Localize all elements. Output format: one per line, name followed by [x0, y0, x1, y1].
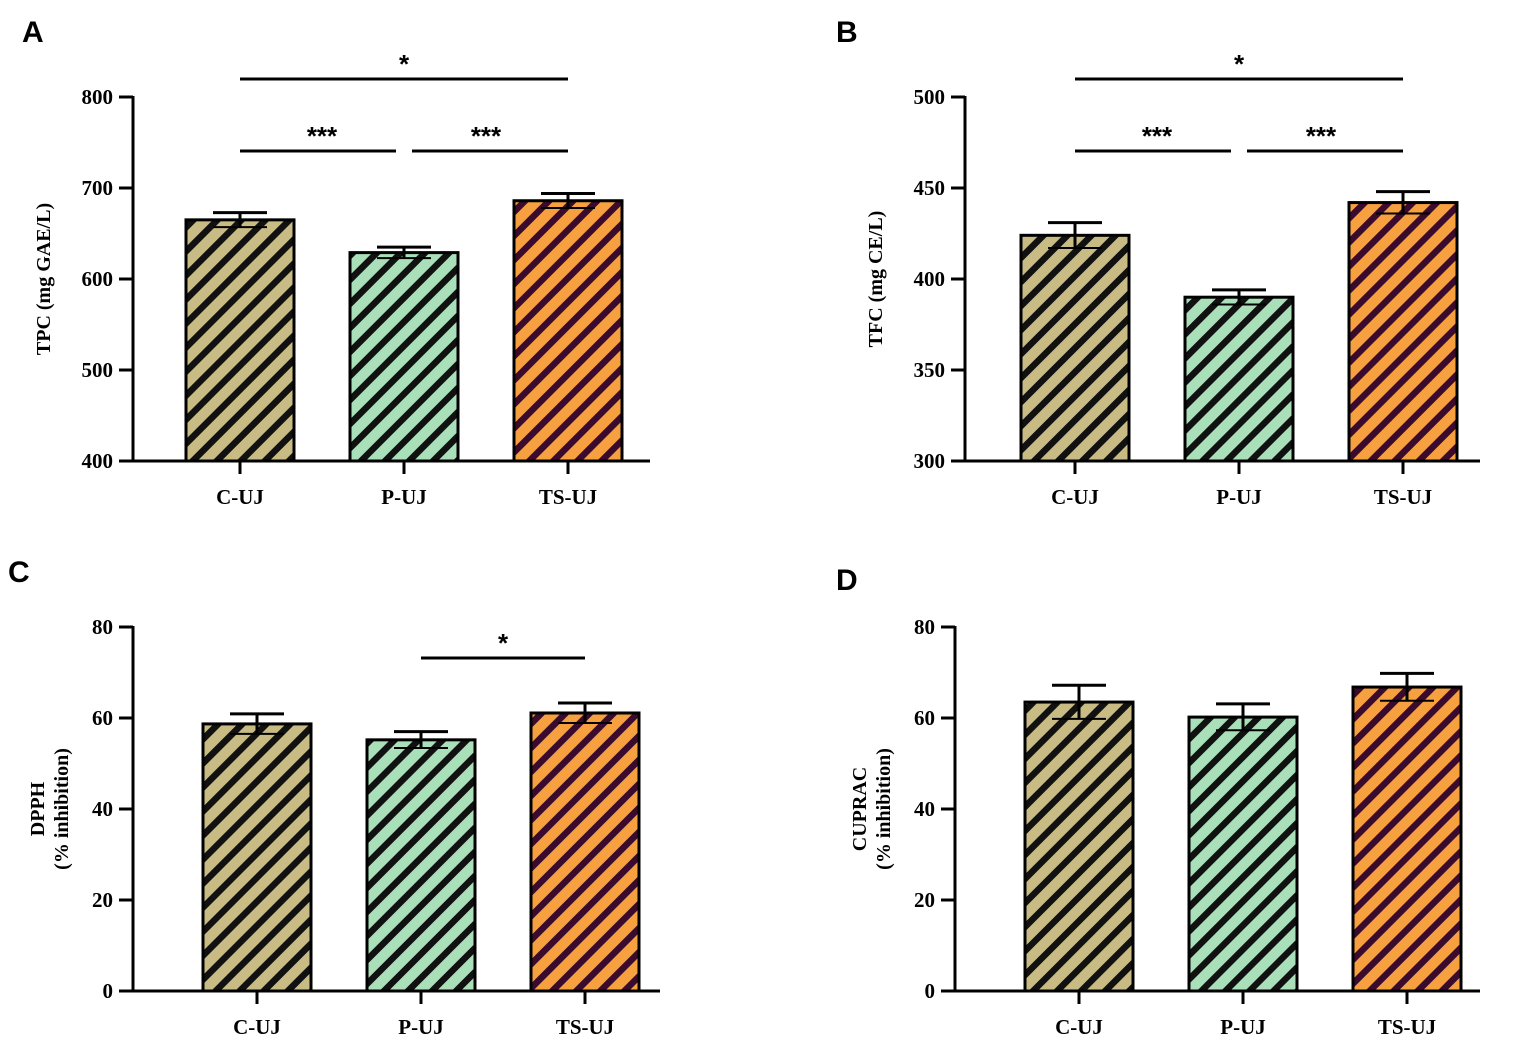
y-tick-label: 0 [925, 979, 936, 1003]
bar-c-uj [201, 722, 313, 993]
y-tick-label: 500 [82, 358, 114, 382]
bar-c-uj [1023, 700, 1135, 993]
x-tick-label: C-UJ [1051, 485, 1099, 509]
y-axis-label: CUPRAC (% inhibition) [849, 748, 895, 870]
y-tick-label: 400 [82, 449, 114, 473]
y-axis-label-line2: (% inhibition) [873, 748, 895, 870]
x-tick-label: C-UJ [233, 1015, 281, 1039]
y-tick-label: 500 [914, 85, 946, 109]
significance-label: *** [471, 121, 502, 151]
x-tick-label: TS-UJ [539, 485, 597, 509]
y-tick-label: 350 [914, 358, 946, 382]
significance-label: *** [307, 121, 338, 151]
panel-C: C 0 20 40 60 80 DPPH (% inhibition) C-UJ P-UJ TS-U… [8, 556, 660, 1039]
y-tick-label: 0 [103, 979, 114, 1003]
bar-c-uj [184, 218, 296, 463]
bar-p-uj [1187, 715, 1299, 993]
y-tick-label: 80 [914, 615, 935, 639]
y-tick-label: 600 [82, 267, 114, 291]
significance-label: * [1234, 49, 1245, 79]
y-axis-label: DPPH (% inhibition) [27, 748, 73, 870]
y-tick-label: 700 [82, 176, 114, 200]
bar-c-uj [1019, 233, 1131, 463]
bar-ts-uj [1351, 685, 1463, 993]
panel-B: B 300 350 400 450 500 TFC (mg CE/L) C-UJ P-UJ TS-… [836, 16, 1480, 509]
bar-ts-uj [1347, 201, 1459, 463]
bar-ts-uj [529, 711, 641, 993]
y-tick-label: 300 [914, 449, 946, 473]
bar-p-uj [365, 738, 477, 993]
significance-label: * [399, 49, 410, 79]
significance-label: * [498, 628, 509, 658]
x-tick-label: P-UJ [381, 485, 427, 509]
x-tick-label: C-UJ [1055, 1015, 1103, 1039]
y-tick-label: 20 [92, 888, 113, 912]
x-tick-label: P-UJ [1220, 1015, 1266, 1039]
bar-ts-uj [512, 199, 624, 463]
x-tick-label: C-UJ [216, 485, 264, 509]
significance-label: *** [1306, 121, 1337, 151]
y-tick-label: 20 [914, 888, 935, 912]
panel-label: C [8, 556, 30, 589]
y-axis-label: TFC (mg CE/L) [865, 211, 887, 348]
y-tick-label: 800 [82, 85, 114, 109]
y-axis-label-line1: CUPRAC [849, 767, 871, 851]
y-tick-label: 40 [92, 797, 113, 821]
y-axis-label: TPC (mg GAE/L) [33, 203, 55, 355]
panel-A: A 400 500 600 700 800 TPC (mg GAE/L) C-UJ P-UJ TS… [22, 16, 650, 509]
y-axis-label-line2: (% inhibition) [51, 748, 73, 870]
bar-p-uj [348, 251, 460, 463]
significance-label: *** [1142, 121, 1173, 151]
y-axis-label-line1: DPPH [27, 781, 49, 836]
y-tick-label: 40 [914, 797, 935, 821]
panel-D: D 0 20 40 60 80 CUPRAC (% inhibition) C-UJ P-UJ TS… [836, 564, 1480, 1039]
panel-label: D [836, 564, 858, 597]
y-tick-label: 60 [92, 706, 113, 730]
x-tick-label: TS-UJ [556, 1015, 614, 1039]
panel-label: A [22, 16, 44, 49]
y-tick-label: 80 [92, 615, 113, 639]
x-tick-label: TS-UJ [1374, 485, 1432, 509]
bar-p-uj [1183, 295, 1295, 463]
y-tick-label: 400 [914, 267, 946, 291]
y-tick-label: 60 [914, 706, 935, 730]
panel-label: B [836, 16, 858, 49]
x-tick-label: P-UJ [398, 1015, 444, 1039]
y-tick-label: 450 [914, 176, 946, 200]
x-tick-label: P-UJ [1216, 485, 1262, 509]
x-tick-label: TS-UJ [1378, 1015, 1436, 1039]
